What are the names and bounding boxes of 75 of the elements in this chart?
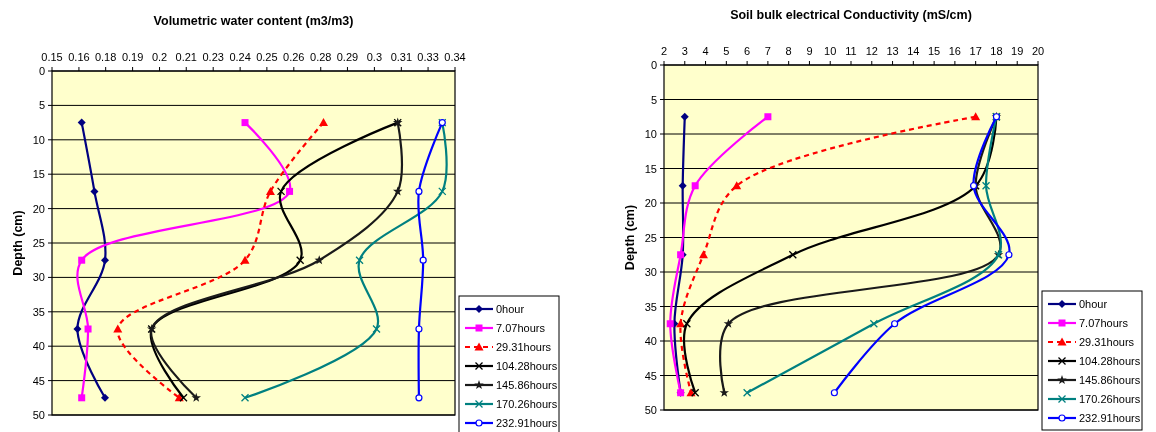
x-tick-label: 0.28 [310,51,332,63]
legend-label: 145.86hours [496,379,558,391]
y-tick-label: 35 [32,305,45,318]
legend-label: 145.86hours [1079,374,1141,386]
y-tick-label: 10 [644,128,657,140]
x-tick-label: 6 [744,45,751,57]
y-tick-label: 30 [32,271,45,284]
x-tick-label: 0.24 [229,51,251,63]
x-tick-label: 0.26 [283,51,305,63]
legend-label: 7.07hours [496,322,546,334]
x-tick-label: 11 [845,45,857,57]
x-tick-label: 16 [948,45,962,57]
y-tick-label: 15 [644,162,657,175]
y-tick-label: 0 [650,59,657,71]
legend-label: 232.91hours [496,417,558,429]
y-tick-label: 20 [32,202,45,215]
y-tick-label: 35 [644,300,657,313]
x-tick-label: 0.31 [390,51,413,63]
legend-label: 7.07hours [1079,317,1129,329]
x-tick-label: 0.18 [94,51,117,63]
x-tick-label: 20 [1031,45,1045,57]
x-tick-label: 9 [806,45,813,57]
x-tick-label: 0.2 [151,51,168,63]
y-tick-label: 15 [32,168,45,181]
chart-title: Volumetric water content (m3/m3) [153,14,354,28]
legend-label: 104.28hours [1079,355,1141,367]
legend-label: 29.31hours [496,341,552,353]
x-tick-label: 7 [764,45,771,57]
x-tick-label: 5 [723,45,730,57]
legend-label: 170.26hours [1079,393,1141,405]
x-tick-label: 0.3 [366,51,383,63]
y-axis-title: Depth (cm) [623,204,637,271]
legend-label: 29.31hours [1079,336,1135,348]
legend-label: 104.28hours [496,360,558,372]
x-tick-label: 0.23 [202,51,224,63]
y-tick-label: 5 [38,99,45,112]
x-tick-label: 0.29 [336,51,359,63]
x-tick-label: 12 [865,45,878,57]
y-tick-label: 25 [32,237,45,249]
x-tick-label: 3 [681,45,688,57]
x-tick-label: 18 [990,45,1003,57]
x-tick-label: 14 [907,45,920,57]
y-tick-label: 0 [38,65,45,77]
x-tick-label: 2 [660,45,668,57]
y-tick-label: 40 [32,340,45,353]
y-tick-label: 45 [32,374,45,387]
y-tick-label: 5 [650,93,657,106]
x-tick-label: 10 [824,45,837,57]
x-tick-label: 0.15 [41,51,63,63]
y-tick-label: 10 [32,133,45,146]
y-tick-label: 50 [32,409,45,421]
y-tick-label: 20 [644,197,657,209]
y-tick-label: 30 [644,266,657,278]
legend-label: 232.91hours [1079,412,1141,424]
x-tick-label: 0.25 [256,51,278,63]
x-tick-label: 17 [969,45,982,57]
x-tick-label: 13 [886,45,899,57]
legend-label: 0hour [496,303,525,315]
legend-label: 170.26hours [496,398,558,410]
chart-title: Soil bulk electrical Conductivity (mS/cm) [730,8,972,22]
x-tick-label: 4 [702,45,709,57]
legend-label: 0hour [1079,298,1108,310]
x-tick-label: 0.21 [175,51,197,63]
x-tick-label: 19 [1011,45,1024,57]
y-axis-title: Depth (cm) [11,210,25,276]
x-tick-label: 15 [927,45,941,57]
x-tick-label: 0.33 [417,51,439,63]
x-tick-label: 0.16 [68,51,90,63]
x-tick-label: 0.34 [444,51,466,63]
x-tick-label: 0.19 [121,51,144,63]
x-tick-label: 8 [785,45,792,57]
y-tick-label: 40 [644,335,657,347]
y-tick-label: 50 [644,404,657,416]
y-tick-label: 45 [644,369,657,382]
y-tick-label: 25 [644,231,657,244]
